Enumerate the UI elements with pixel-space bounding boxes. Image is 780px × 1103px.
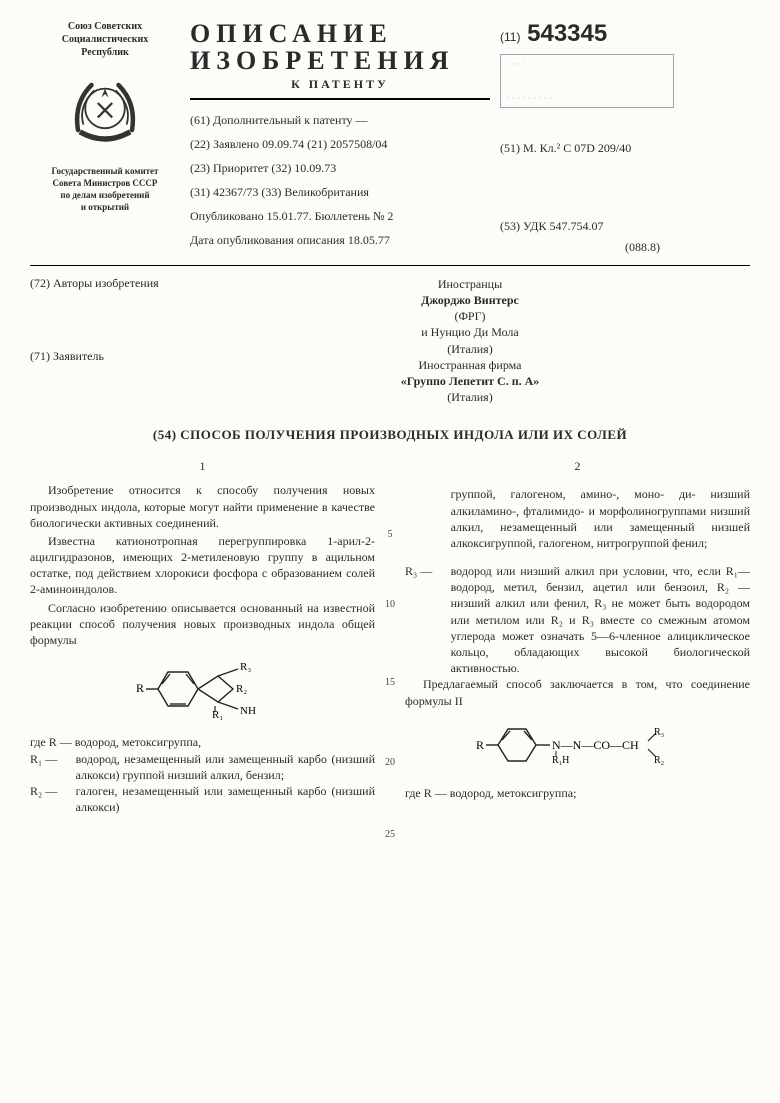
title-line: ИЗОБРЕТЕНИЯ — [190, 47, 490, 74]
svg-text:R₃: R₃ — [654, 727, 664, 738]
line-number: 5 — [375, 528, 405, 542]
inventor-name: и Нунцио Ди Мола — [190, 324, 750, 340]
inventor-name: Джорджо Винтерс — [190, 292, 750, 308]
chemical-formula-1: R R₃ R₂ NH R₁ — [30, 654, 375, 728]
svg-text:R₃: R₃ — [240, 661, 251, 673]
substituent-r1: R₁ — водород, незамещенный или замещенны… — [30, 751, 375, 783]
column-2: 2 группой, галогеном, амино-, моно- ди- … — [405, 458, 750, 815]
org-line: Республик — [30, 46, 180, 59]
substituent-r3: R₃ — водород или низший алкил при услови… — [405, 563, 750, 676]
udc-code-suffix: (088.8) — [500, 237, 720, 259]
column-1: 1 Изобретение относится к способу получе… — [30, 458, 375, 815]
biblio-line: (22) Заявлено 09.09.74 (21) 2057508/04 — [190, 132, 490, 156]
biblio-line: (61) Дополнительный к патенту — — [190, 108, 490, 132]
bibliographic-data: (61) Дополнительный к патенту — (22) Зая… — [190, 108, 490, 252]
committee-line: и открытий — [30, 201, 180, 213]
paragraph: Изобретение относится к способу получени… — [30, 482, 375, 531]
line-number: 10 — [375, 598, 405, 612]
line-number-gutter: 5 10 15 20 25 — [375, 458, 405, 815]
paragraph: Известна катионотропная перегруппировка … — [30, 533, 375, 598]
committee-line: по делам изобретений — [30, 189, 180, 201]
biblio-line: Опубликовано 15.01.77. Бюллетень № 2 — [190, 204, 490, 228]
line-number: 20 — [375, 756, 405, 770]
biblio-line: Дата опубликования описания 18.05.77 — [190, 228, 490, 252]
biblio-line: (31) 42367/73 (33) Великобритания — [190, 180, 490, 204]
udc-code: (53) УДК 547.754.07 — [500, 216, 720, 238]
biblio-line: (23) Приоритет (32) 10.09.73 — [190, 156, 490, 180]
line-number: 15 — [375, 676, 405, 690]
document-type-heading: ОПИСАНИЕ ИЗОБРЕТЕНИЯ К ПАТЕНТУ — [190, 20, 490, 100]
svg-text:NH: NH — [240, 705, 256, 717]
committee-name: Государственный комитет Совета Министров… — [30, 165, 180, 214]
library-stamp: · · · · · · · · · · · · · — [500, 54, 674, 108]
line-number: 25 — [375, 828, 405, 842]
horizontal-rule — [30, 265, 750, 266]
right-column: (11) 543345 · · · · · · · · · · · · · (5… — [500, 20, 720, 259]
issuing-org: Союз Советских Социалистических Республи… — [30, 20, 180, 59]
column-number: 1 — [30, 458, 375, 474]
subtitle: К ПАТЕНТУ — [190, 77, 490, 92]
classification-codes: (51) М. Кл.² C 07D 209/40 (53) УДК 547.7… — [500, 108, 720, 259]
org-line: Социалистических — [30, 33, 180, 46]
svg-text:R: R — [476, 738, 484, 752]
inventor-country: (Италия) — [190, 341, 750, 357]
org-line: Союз Советских — [30, 20, 180, 33]
authors-block: (72) Авторы изобретения (71) Заявитель И… — [30, 276, 750, 406]
title-line: ОПИСАНИЕ — [190, 20, 490, 47]
paragraph: Согласно изобретению описывается основан… — [30, 600, 375, 649]
center-column: ОПИСАНИЕ ИЗОБРЕТЕНИЯ К ПАТЕНТУ (61) Допо… — [190, 20, 490, 259]
substituent-r2: R₂ — галоген, незамещенный или замещенны… — [30, 783, 375, 815]
ussr-emblem-icon — [60, 67, 150, 157]
svg-text:R₂: R₂ — [236, 683, 247, 695]
pub-prefix: (11) — [500, 30, 520, 44]
inventor-origin: Иностранцы — [190, 276, 750, 292]
svg-text:R: R — [136, 681, 144, 695]
paragraph-continuation: группой, галогеном, амино-, моно- ди- ни… — [405, 486, 750, 551]
invention-title: (54) СПОСОБ ПОЛУЧЕНИЯ ПРОИЗВОДНЫХ ИНДОЛА… — [30, 427, 750, 444]
chemical-formula-2: R N—N—CO—CH R₁H R₃ R₂ — [405, 715, 750, 779]
field-72-label: (72) Авторы изобретения (71) Заявитель — [30, 276, 170, 406]
where-clause: где R — водород, метоксигруппа; — [405, 785, 750, 801]
svg-text:N—N—CO—CH: N—N—CO—CH — [552, 738, 639, 752]
committee-line: Совета Министров СССР — [30, 177, 180, 189]
applicant-country: (Италия) — [190, 389, 750, 405]
where-clause: где R — водород, метоксигруппа, — [30, 734, 375, 750]
description-body: 1 Изобретение относится к способу получе… — [30, 458, 750, 815]
paragraph: Предлагаемый способ заключается в том, ч… — [405, 676, 750, 708]
publication-number: (11) 543345 — [500, 20, 720, 48]
left-column: Союз Советских Социалистических Республи… — [30, 20, 180, 259]
committee-line: Государственный комитет — [30, 165, 180, 177]
field-71-label: (71) Заявитель — [30, 349, 170, 365]
applicant-name: «Группо Лепетит С. п. А» — [190, 373, 750, 389]
inventors-applicant: Иностранцы Джорджо Винтерс (ФРГ) и Нунци… — [190, 276, 750, 406]
pub-number-value: 543345 — [527, 20, 607, 47]
inventor-country: (ФРГ) — [190, 308, 750, 324]
ipc-code: (51) М. Кл.² C 07D 209/40 — [500, 138, 720, 160]
applicant-origin: Иностранная фирма — [190, 357, 750, 373]
svg-text:R₁H: R₁H — [552, 755, 569, 766]
svg-text:R₁: R₁ — [212, 709, 223, 721]
column-number: 2 — [405, 458, 750, 474]
